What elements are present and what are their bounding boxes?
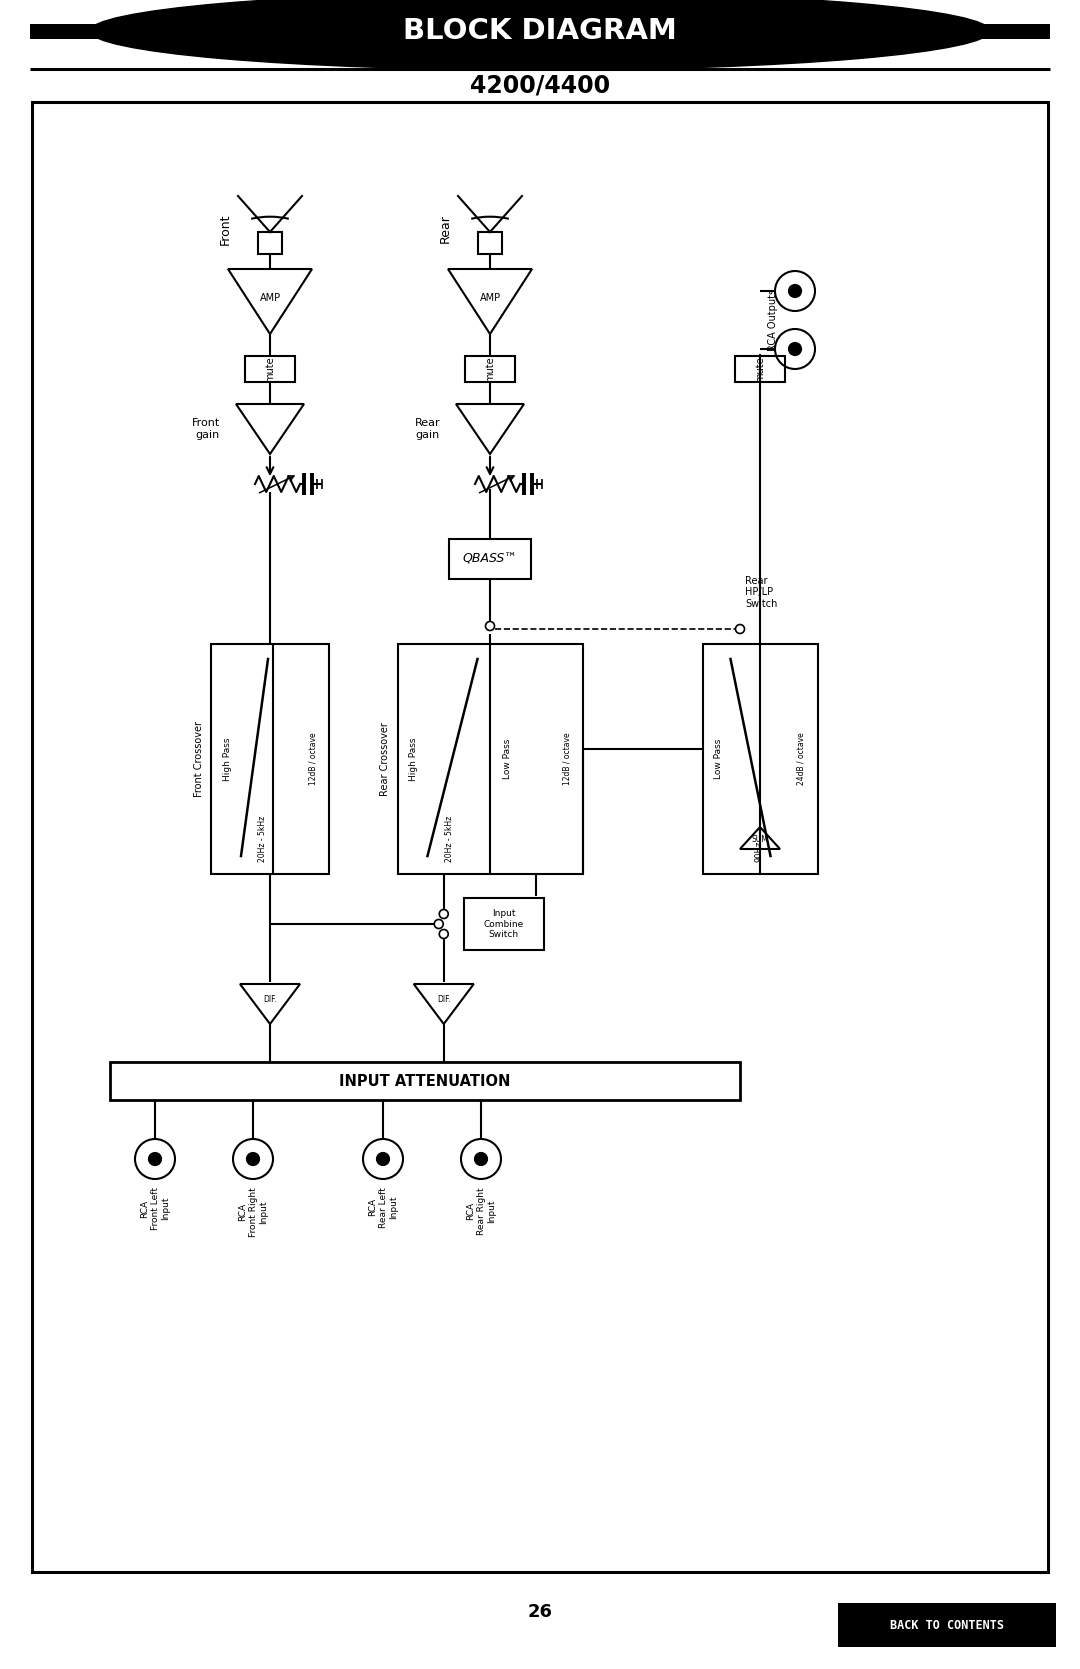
Circle shape: [440, 910, 448, 918]
Text: SUM: SUM: [752, 834, 769, 845]
Bar: [397, 644, 582, 875]
Text: Low Pass: Low Pass: [714, 739, 723, 779]
Circle shape: [149, 1153, 161, 1165]
Text: 20Hz - 5kHz: 20Hz - 5kHz: [445, 816, 454, 861]
Text: Rear
HP/LP
Switch: Rear HP/LP Switch: [745, 576, 778, 609]
Text: 12dB / octave: 12dB / octave: [562, 733, 571, 786]
Text: 12dB / octave: 12dB / octave: [309, 733, 318, 786]
Text: 90Hz: 90Hz: [755, 841, 764, 861]
Circle shape: [440, 930, 448, 938]
Bar: [895, 23, 1050, 38]
Text: RCA
Rear Left
Input: RCA Rear Left Input: [368, 1187, 397, 1228]
Text: 24dB / octave: 24dB / octave: [797, 733, 806, 786]
Text: RCA
Rear Right
Input: RCA Rear Right Input: [467, 1187, 496, 1235]
Text: 20Hz - 5kHz: 20Hz - 5kHz: [258, 816, 267, 861]
Text: mute: mute: [485, 355, 495, 382]
Text: Front Crossover: Front Crossover: [194, 721, 204, 798]
Bar: [478, 232, 502, 254]
Bar: [465, 355, 515, 382]
Circle shape: [735, 624, 744, 634]
Circle shape: [377, 1153, 390, 1165]
Bar: [211, 644, 329, 875]
Text: mute: mute: [755, 355, 765, 382]
Text: AMP: AMP: [480, 294, 500, 304]
Text: AMP: AMP: [259, 294, 281, 304]
Text: BLOCK DIAGRAM: BLOCK DIAGRAM: [403, 17, 677, 45]
Text: Front
gain: Front gain: [192, 419, 220, 441]
Bar: [463, 898, 543, 950]
Circle shape: [486, 621, 495, 631]
Text: Rear
gain: Rear gain: [415, 419, 440, 441]
Circle shape: [788, 342, 801, 355]
Bar: [838, 1602, 1056, 1647]
Bar: [32, 102, 1048, 1572]
Text: QBASS™: QBASS™: [462, 552, 517, 566]
Circle shape: [788, 285, 801, 297]
Ellipse shape: [90, 0, 990, 70]
Text: Front: Front: [219, 214, 232, 245]
Text: DIF.: DIF.: [437, 995, 450, 1003]
Text: RCA Outputs: RCA Outputs: [768, 289, 778, 350]
Text: Input
Combine
Switch: Input Combine Switch: [484, 910, 524, 940]
Bar: [449, 539, 531, 579]
Text: INPUT ATTENUATION: INPUT ATTENUATION: [339, 1073, 511, 1088]
Bar: [735, 355, 785, 382]
Circle shape: [434, 920, 443, 928]
Text: Rear Crossover: Rear Crossover: [380, 723, 391, 796]
Bar: [702, 644, 818, 875]
Text: BACK TO CONTENTS: BACK TO CONTENTS: [890, 1619, 1004, 1632]
Circle shape: [474, 1153, 487, 1165]
Bar: [258, 232, 282, 254]
Text: 4200/4400: 4200/4400: [470, 73, 610, 98]
Bar: [110, 1061, 740, 1100]
Text: Rear: Rear: [438, 215, 453, 244]
Text: DIF.: DIF.: [264, 995, 276, 1003]
Text: Low Pass: Low Pass: [503, 739, 513, 779]
Text: RCA
Front Right
Input: RCA Front Right Input: [238, 1187, 268, 1237]
Text: High Pass: High Pass: [409, 738, 418, 781]
Text: High Pass: High Pass: [222, 738, 231, 781]
Bar: [30, 23, 185, 38]
Text: RCA
Front Left
Input: RCA Front Left Input: [140, 1187, 170, 1230]
Text: mute: mute: [265, 355, 275, 382]
Text: 26: 26: [527, 1602, 553, 1621]
Bar: [245, 355, 295, 382]
Circle shape: [246, 1153, 259, 1165]
